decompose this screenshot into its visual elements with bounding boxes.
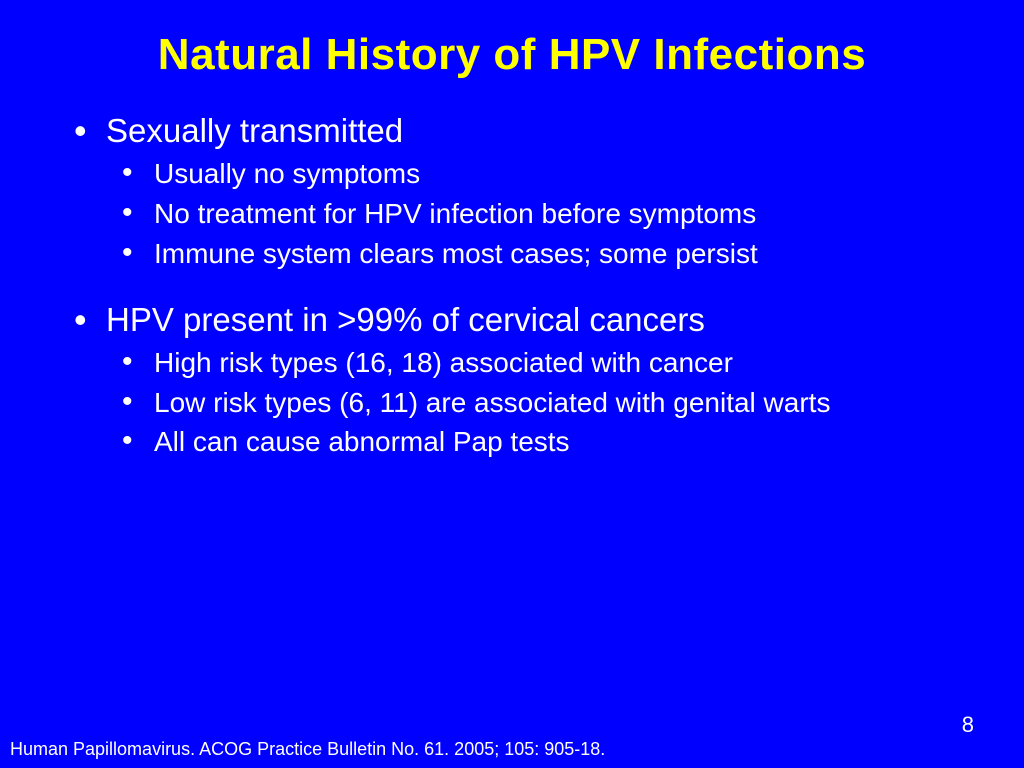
- list-item: Low risk types (6, 11) are associated wi…: [106, 384, 984, 422]
- list-item: High risk types (16, 18) associated with…: [106, 344, 984, 382]
- bullet-list-lvl2: Usually no symptoms No treatment for HPV…: [106, 155, 984, 272]
- bullet-list-lvl2: High risk types (16, 18) associated with…: [106, 344, 984, 461]
- bullet-text: Sexually transmitted: [106, 112, 403, 149]
- list-item: HPV present in >99% of cervical cancers …: [70, 299, 984, 462]
- footer-citation: Human Papillomavirus. ACOG Practice Bull…: [10, 739, 605, 760]
- list-item: Sexually transmitted Usually no symptoms…: [70, 110, 984, 273]
- list-item: No treatment for HPV infection before sy…: [106, 195, 984, 233]
- list-item: Usually no symptoms: [106, 155, 984, 193]
- slide-title: Natural History of HPV Infections: [40, 30, 984, 80]
- list-item: Immune system clears most cases; some pe…: [106, 235, 984, 273]
- bullet-text: HPV present in >99% of cervical cancers: [106, 301, 705, 338]
- page-number: 8: [962, 712, 974, 738]
- bullet-list-lvl1: Sexually transmitted Usually no symptoms…: [70, 110, 984, 461]
- list-item: All can cause abnormal Pap tests: [106, 423, 984, 461]
- slide: Natural History of HPV Infections Sexual…: [0, 0, 1024, 768]
- slide-content: Sexually transmitted Usually no symptoms…: [40, 110, 984, 461]
